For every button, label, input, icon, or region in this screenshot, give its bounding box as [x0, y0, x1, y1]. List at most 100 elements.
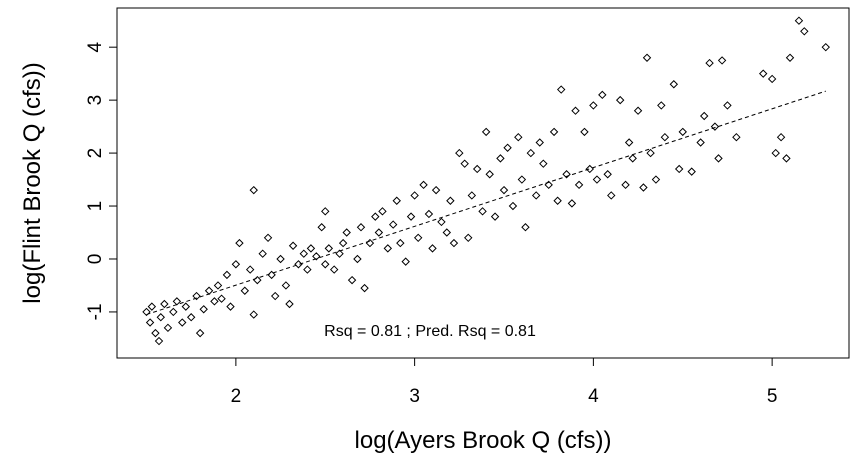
x-tick-label: 4 — [588, 386, 599, 407]
point — [281, 281, 291, 290]
point — [321, 207, 330, 216]
point — [800, 27, 809, 36]
point — [449, 238, 459, 248]
point — [567, 199, 577, 208]
point — [535, 138, 544, 147]
point — [674, 164, 684, 174]
point — [490, 212, 500, 221]
point — [222, 270, 232, 280]
point — [442, 228, 452, 237]
point — [195, 328, 205, 338]
point — [178, 318, 187, 327]
point — [499, 185, 509, 195]
point — [700, 111, 709, 121]
point — [199, 305, 208, 314]
point — [782, 154, 791, 163]
point — [288, 241, 298, 250]
point — [169, 307, 178, 317]
y-tick-label: 2 — [85, 148, 106, 159]
point — [723, 101, 732, 110]
point — [732, 132, 741, 142]
point — [794, 16, 804, 25]
point — [240, 286, 250, 295]
point — [312, 252, 321, 261]
point — [303, 265, 312, 274]
point — [142, 307, 151, 317]
point — [771, 148, 780, 158]
plot-frame — [116, 7, 850, 359]
point — [603, 170, 612, 179]
x-tick-label: 5 — [767, 386, 778, 407]
point — [245, 265, 255, 274]
point — [544, 180, 553, 190]
point — [478, 207, 487, 216]
point — [503, 143, 512, 152]
point — [371, 212, 380, 221]
point — [396, 238, 405, 248]
point — [592, 175, 602, 184]
point — [485, 170, 494, 179]
point — [378, 207, 387, 216]
point — [299, 249, 309, 258]
point — [455, 148, 464, 158]
point — [521, 223, 530, 232]
point — [338, 238, 348, 248]
point — [539, 159, 548, 168]
point — [276, 254, 285, 264]
x-axis-label: log(Ayers Brook Q (cfs)) — [355, 427, 612, 454]
point — [589, 101, 598, 110]
point — [598, 90, 607, 100]
point — [776, 132, 786, 142]
point — [374, 228, 384, 237]
point — [181, 302, 191, 311]
point — [651, 175, 661, 184]
point — [628, 154, 637, 163]
point — [669, 80, 679, 89]
point — [785, 53, 795, 62]
point — [270, 291, 280, 301]
annotation: Rsq = 0.81 ; Pred. Rsq = 0.81 — [324, 323, 536, 340]
point — [821, 42, 830, 52]
point — [717, 56, 727, 65]
point — [217, 294, 226, 303]
point — [235, 238, 244, 248]
point — [585, 164, 595, 174]
point — [517, 175, 527, 184]
point — [356, 223, 366, 232]
point — [446, 196, 455, 205]
point — [151, 328, 160, 338]
point — [431, 185, 441, 195]
point — [294, 260, 303, 269]
point — [767, 74, 777, 84]
y-tick-label: 4 — [85, 41, 106, 52]
point — [249, 185, 258, 195]
point — [324, 244, 334, 253]
point — [321, 260, 330, 269]
point — [481, 127, 491, 137]
point — [226, 302, 235, 311]
point — [249, 310, 258, 319]
point — [424, 209, 434, 219]
point — [642, 53, 652, 62]
point — [154, 336, 164, 346]
y-tick-label: 1 — [85, 201, 106, 212]
point — [464, 233, 473, 243]
point — [633, 106, 643, 115]
point — [210, 297, 219, 306]
point — [580, 127, 589, 137]
point — [696, 138, 705, 147]
point — [163, 323, 173, 333]
point — [549, 127, 559, 137]
point — [472, 164, 482, 174]
point — [401, 257, 410, 266]
point — [553, 196, 562, 205]
point — [335, 249, 344, 258]
point — [204, 286, 214, 295]
point — [460, 159, 469, 168]
x-tick-label: 2 — [231, 386, 242, 407]
y-axis-label: log(Flint Brook Q (cfs)) — [19, 62, 46, 303]
point — [496, 154, 505, 163]
point — [192, 291, 201, 301]
point — [145, 318, 155, 327]
